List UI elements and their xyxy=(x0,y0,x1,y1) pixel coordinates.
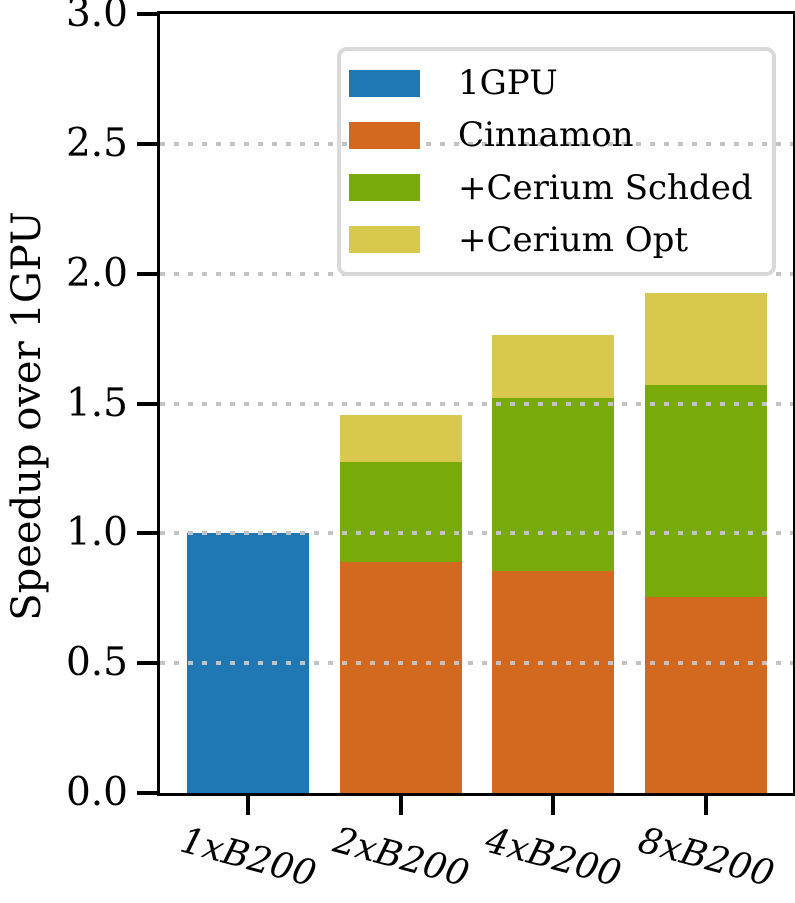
y-tick-mark-2.0 xyxy=(137,271,158,276)
x-tick-mark-1xB200 xyxy=(245,796,250,815)
legend-swatch-+Cerium Schded xyxy=(349,174,420,202)
legend-label-+Cerium Schded: +Cerium Schded xyxy=(458,167,753,208)
y-tick-label-0.0: 0.0 xyxy=(65,770,128,815)
y-tick-mark-0.0 xyxy=(137,791,158,795)
x-tick-label-2xB200: 2xB200 xyxy=(328,819,473,896)
bar-segment-Cinnamon xyxy=(339,561,462,793)
legend-entry-1GPU: 1GPU xyxy=(349,63,772,103)
y-tick-mark-2.5 xyxy=(137,141,158,146)
y-tick-label-2.5: 2.5 xyxy=(65,120,128,166)
x-tick-label-8xB200: 8xB200 xyxy=(634,819,779,896)
bar-segment-+Cerium Schded xyxy=(644,385,768,597)
y-tick-mark-1.5 xyxy=(137,401,158,406)
gridline-1.0 xyxy=(160,531,793,536)
bars xyxy=(160,14,793,793)
bar-segment-+Cerium Schded xyxy=(492,398,615,571)
legend-label-1GPU: 1GPU xyxy=(458,63,558,104)
plot-area: 1GPU Cinnamon +Cerium Schded +Cerium Opt xyxy=(157,11,795,796)
legend-label-+Cerium Opt: +Cerium Opt xyxy=(458,219,688,260)
legend-label-Cinnamon: Cinnamon xyxy=(458,115,634,156)
legend-swatch-1GPU xyxy=(349,69,420,97)
y-tick-mark-1.0 xyxy=(137,531,158,536)
gridline-1.5 xyxy=(160,401,793,406)
y-tick-mark-0.5 xyxy=(137,661,158,666)
bar-segment-+Cerium Schded xyxy=(339,461,462,562)
gridline-2.5 xyxy=(160,141,793,146)
x-tick-mark-8xB200 xyxy=(704,796,709,815)
bar-segment-Cinnamon xyxy=(644,596,768,793)
bar-segment-+Cerium Opt xyxy=(644,293,768,386)
legend-entry-Cinnamon: Cinnamon xyxy=(349,115,772,155)
legend: 1GPU Cinnamon +Cerium Schded +Cerium Opt xyxy=(337,47,776,276)
y-tick-label-0.5: 0.5 xyxy=(65,640,128,686)
x-tick-mark-2xB200 xyxy=(398,796,403,815)
x-tick-label-1xB200: 1xB200 xyxy=(175,819,321,896)
legend-entry-+Cerium Schded: +Cerium Schded xyxy=(349,168,772,208)
legend-swatch-Cinnamon xyxy=(349,121,420,149)
bar-segment-+Cerium Opt xyxy=(492,334,615,399)
legend-swatch-+Cerium Opt xyxy=(349,226,420,254)
x-tick-label-4xB200: 4xB200 xyxy=(481,819,626,896)
x-tick-mark-4xB200 xyxy=(551,796,556,815)
y-axis-label: Speedup over 1GPU xyxy=(4,211,50,621)
y-tick-label-3.0: 3.0 xyxy=(65,0,128,36)
bar-segment-Cinnamon xyxy=(492,571,615,793)
gridline-0.5 xyxy=(160,661,793,666)
bar-segment-+Cerium Opt xyxy=(339,415,462,462)
y-tick-mark-3.0 xyxy=(137,12,158,16)
legend-entry-+Cerium Opt: +Cerium Opt xyxy=(349,220,772,260)
